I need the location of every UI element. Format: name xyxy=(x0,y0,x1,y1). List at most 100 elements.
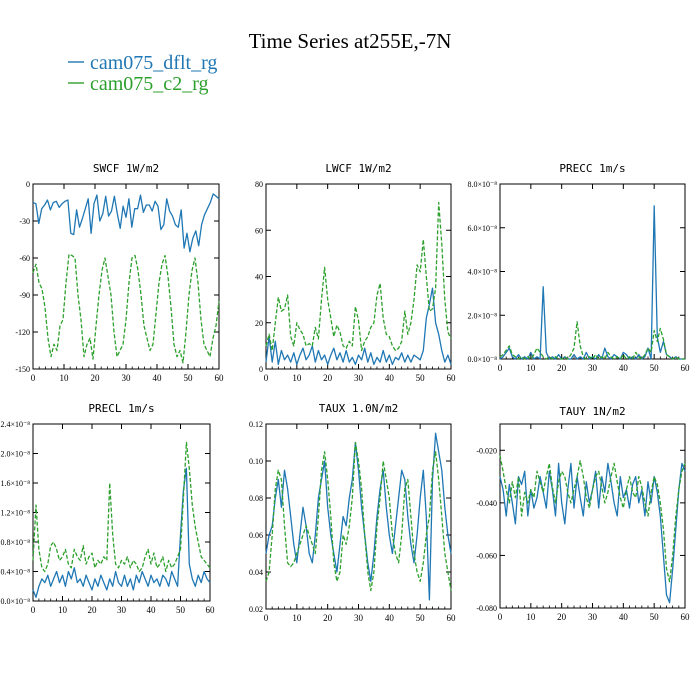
x-tick-label: 50 xyxy=(416,613,426,623)
x-tick-label: 0 xyxy=(498,612,503,622)
x-tick-label: 20 xyxy=(557,612,567,622)
y-tick-label: 80 xyxy=(255,180,263,189)
x-tick-label: 10 xyxy=(526,363,536,373)
panel-title: TAUY 1N/m2 xyxy=(559,405,625,418)
x-tick-label: 0 xyxy=(31,605,36,615)
y-tick-label: 0 xyxy=(26,180,30,189)
x-tick-label: 40 xyxy=(619,363,629,373)
y-tick-label: 2.0×10⁻⁸ xyxy=(467,311,497,320)
y-tick-label: 8.0×10⁻⁸ xyxy=(467,180,497,189)
x-tick-label: 0 xyxy=(264,373,269,383)
y-tick-label: 2.0×10⁻⁸ xyxy=(0,450,30,459)
x-tick-label: 20 xyxy=(557,363,567,373)
legend-label-c2: cam075_c2_rg xyxy=(90,73,209,95)
x-tick-label: 50 xyxy=(650,363,660,373)
x-tick-label: 0 xyxy=(264,613,269,623)
x-tick-label: 40 xyxy=(153,373,163,383)
y-tick-label: 4.0×10⁻⁸ xyxy=(467,268,497,277)
series-line-c2 xyxy=(265,441,452,592)
y-tick-label: 6.0×10⁻⁸ xyxy=(467,224,497,233)
y-tick-label: 1.2×10⁻⁸ xyxy=(0,509,30,518)
y-tick-label: -90 xyxy=(19,291,30,300)
series-line-dflt xyxy=(499,205,685,360)
series-line-c2 xyxy=(499,321,685,360)
x-tick-label: 30 xyxy=(588,612,598,622)
panel-title: PRECC 1m/s xyxy=(559,162,625,175)
x-tick-label: 0 xyxy=(498,363,503,373)
series-line-dflt xyxy=(32,193,220,253)
legend-label-dflt: cam075_dflt_rg xyxy=(90,52,217,74)
x-tick-label: 40 xyxy=(385,373,395,383)
x-tick-label: 60 xyxy=(447,613,457,623)
x-tick-label: 10 xyxy=(526,612,536,622)
x-tick-label: 30 xyxy=(122,373,132,383)
panel-precl: PRECL 1m/s 0 10 20 30 40 50 60 0.0×10⁻⁸ 0.4×10⁻⁸ 0… xyxy=(0,402,215,615)
x-tick-label: 60 xyxy=(215,373,225,383)
series-line-c2 xyxy=(32,441,211,573)
x-tick-label: 30 xyxy=(354,373,364,383)
panel-title: PRECL 1m/s xyxy=(88,402,154,415)
panel-lwcf: LWCF 1W/m2 0 10 20 30 40 50 60 0 20 40 60 80 xyxy=(255,162,456,383)
x-tick-label: 10 xyxy=(58,605,68,615)
panel-swcf: SWCF 1W/m2 0 10 20 30 40 50 60 0 -30 -60 -90 -120 -15… xyxy=(15,162,224,383)
y-tick-label: 0.02 xyxy=(249,605,263,614)
x-tick-label: 50 xyxy=(416,373,426,383)
y-tick-label: 0.12 xyxy=(249,420,263,429)
x-tick-label: 10 xyxy=(292,613,302,623)
y-tick-label: 2.4×10⁻⁸ xyxy=(0,420,30,429)
x-tick-label: 60 xyxy=(447,373,457,383)
x-tick-label: 10 xyxy=(60,373,70,383)
x-tick-label: 10 xyxy=(292,373,302,383)
x-tick-label: 30 xyxy=(117,605,127,615)
legend: cam075_dflt_rg cam075_c2_rg xyxy=(68,52,217,95)
x-tick-label: 60 xyxy=(681,612,691,622)
y-tick-label: -0.020 xyxy=(476,446,497,455)
panel-precc: PRECC 1m/s 0 10 20 30 40 50 60 0.0×10⁻⁸ 2.0×10⁻⁸ 4… xyxy=(467,162,690,373)
x-tick-label: 50 xyxy=(650,612,660,622)
panel-tauy: TAUY 1N/m2 0 10 20 30 40 50 60 -0.020 -0.040 -0.06… xyxy=(476,405,690,622)
panel-title: LWCF 1W/m2 xyxy=(325,162,391,175)
y-tick-label: -120 xyxy=(15,328,30,337)
x-tick-label: 40 xyxy=(385,613,395,623)
y-tick-label: -60 xyxy=(19,254,30,263)
panel-taux: TAUX 1.0N/m2 0 10 20 30 40 50 60 0.02 0.04 0.06 0.0… xyxy=(249,402,456,623)
plot-frame xyxy=(265,423,452,610)
y-tick-label: -150 xyxy=(15,365,30,374)
y-tick-label: -0.060 xyxy=(476,551,497,560)
series-line-dflt xyxy=(265,432,452,601)
y-tick-label: 0.0×10⁻⁸ xyxy=(467,355,497,364)
series-line-c2 xyxy=(499,455,686,583)
y-tick-label: 0.08 xyxy=(249,494,263,503)
panel-title: SWCF 1W/m2 xyxy=(93,162,159,175)
x-tick-label: 60 xyxy=(206,605,216,615)
y-tick-label: 0.06 xyxy=(249,531,263,540)
panel-title: TAUX 1.0N/m2 xyxy=(319,402,398,415)
x-tick-label: 20 xyxy=(88,605,98,615)
y-tick-label: -0.040 xyxy=(476,499,497,508)
x-tick-label: 30 xyxy=(354,613,364,623)
x-tick-label: 30 xyxy=(588,363,598,373)
series-line-c2 xyxy=(32,253,220,364)
x-tick-label: 60 xyxy=(681,363,691,373)
y-tick-label: 0.4×10⁻⁸ xyxy=(0,568,30,577)
y-tick-label: -0.080 xyxy=(476,604,497,613)
y-tick-label: 20 xyxy=(255,319,263,328)
y-tick-label: 0 xyxy=(259,365,263,374)
plot-frame xyxy=(32,423,211,602)
x-tick-label: 20 xyxy=(91,373,101,383)
x-tick-label: 20 xyxy=(323,613,333,623)
y-tick-label: 0.8×10⁻⁸ xyxy=(0,538,30,547)
y-tick-label: -30 xyxy=(19,217,30,226)
x-tick-label: 20 xyxy=(323,373,333,383)
y-tick-label: 1.6×10⁻⁸ xyxy=(0,479,30,488)
series-line-dflt xyxy=(265,287,452,366)
y-tick-label: 40 xyxy=(255,273,263,282)
x-tick-label: 0 xyxy=(31,373,36,383)
series-line-dflt xyxy=(32,467,211,598)
figure-title: Time Series at255E,-7N xyxy=(249,29,452,53)
x-tick-label: 50 xyxy=(184,373,194,383)
x-tick-label: 50 xyxy=(176,605,186,615)
series-line-c2 xyxy=(265,201,452,352)
